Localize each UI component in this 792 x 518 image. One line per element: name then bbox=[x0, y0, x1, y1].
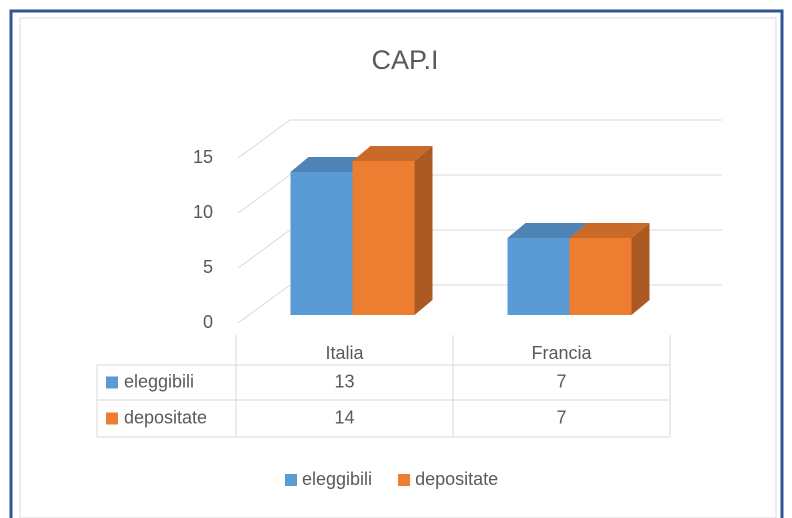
bar-top bbox=[290, 157, 371, 172]
table-value: 13 bbox=[334, 371, 354, 391]
table-value: 7 bbox=[556, 407, 566, 427]
x-tick-label: Italia bbox=[325, 343, 364, 363]
bar-top bbox=[569, 223, 650, 238]
table-value: 14 bbox=[334, 407, 354, 427]
y-tick-label: 0 bbox=[203, 312, 213, 332]
frame bbox=[9, 9, 784, 518]
y-tick-label: 5 bbox=[203, 257, 213, 277]
legend-label: eleggibili bbox=[302, 469, 372, 489]
bar-top bbox=[507, 223, 588, 238]
legend-label: depositate bbox=[415, 469, 498, 489]
table-row-label: depositate bbox=[124, 407, 207, 427]
y-tick-label: 10 bbox=[193, 202, 213, 222]
table-value: 7 bbox=[556, 371, 566, 391]
bar-top bbox=[352, 146, 433, 161]
grid-line bbox=[237, 174, 722, 214]
bar-side bbox=[414, 146, 433, 315]
x-tick-label: Francia bbox=[531, 343, 592, 363]
bar bbox=[290, 172, 353, 315]
legend-key bbox=[285, 474, 297, 486]
chart-title: CAP.I bbox=[371, 45, 438, 75]
bar bbox=[507, 238, 570, 315]
bar bbox=[569, 238, 632, 315]
table-legend-key bbox=[106, 376, 118, 389]
legend-key bbox=[398, 474, 411, 486]
y-tick-label: 15 bbox=[193, 147, 213, 167]
bar bbox=[352, 161, 415, 315]
grid-line bbox=[237, 119, 722, 159]
table-row-label: eleggibili bbox=[124, 371, 194, 391]
table-legend-key bbox=[106, 412, 118, 425]
bar-side bbox=[631, 223, 650, 315]
